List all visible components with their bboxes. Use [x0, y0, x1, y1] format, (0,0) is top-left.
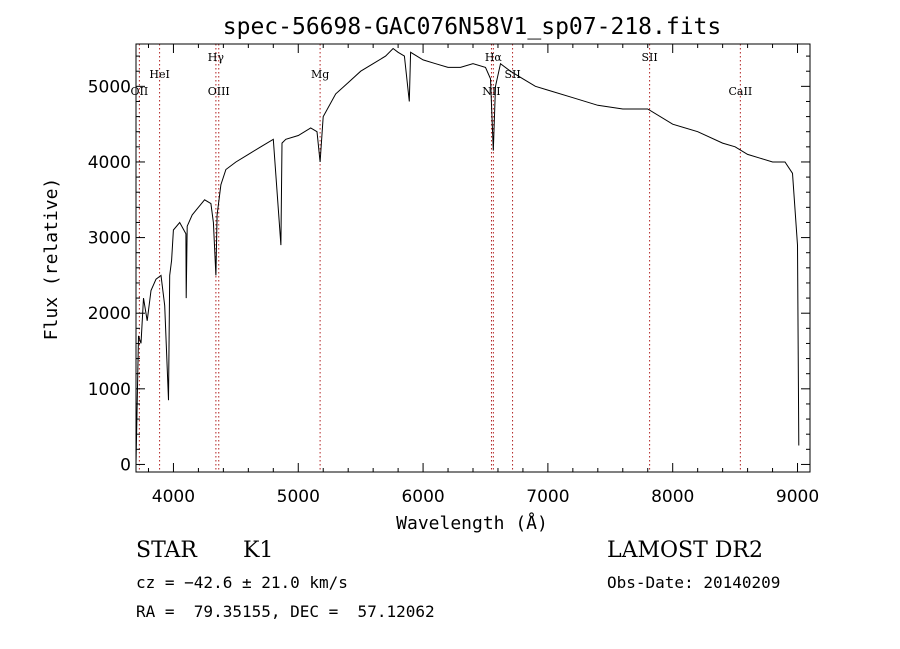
y-tick-label-5: 5000 — [88, 77, 131, 97]
line-label-8: SII — [641, 51, 657, 64]
y-axis-label: Flux (relative) — [41, 178, 62, 341]
spectral-subclass: K1 — [243, 538, 274, 563]
y-tick-label-2: 2000 — [88, 304, 131, 324]
chart-title: spec-56698-GAC076N58V1_sp07-218.fits — [223, 14, 722, 40]
object-type: STAR — [136, 538, 197, 563]
tick-labels: 4000 5000 6000 7000 8000 9000 0 1000 2000 3000 400… — [88, 77, 819, 507]
line-label-6: Hα — [485, 51, 503, 64]
x-tick-label-1: 5000 — [277, 487, 320, 507]
plot-frame — [135, 43, 811, 473]
line-label-4: Mg — [311, 68, 329, 81]
observation-date: Obs-Date: 20140209 — [607, 573, 781, 592]
line-label-1: HeI — [149, 68, 169, 81]
line-label-0: OII — [131, 85, 149, 98]
line-label-7: SII — [504, 68, 520, 81]
y-tick-label-0: 0 — [120, 455, 131, 475]
line-label-3: OIII — [208, 85, 230, 98]
x-axis-label: Wavelength (Å) — [396, 512, 548, 534]
y-tick-label-3: 3000 — [88, 229, 131, 249]
x-tick-label-3: 7000 — [526, 487, 569, 507]
y-tick-label-1: 1000 — [88, 380, 131, 400]
spectrum-line — [135, 47, 800, 465]
survey-name: LAMOST DR2 — [607, 538, 763, 563]
x-tick-label-4: 8000 — [651, 487, 694, 507]
line-label-2: Hγ — [208, 51, 225, 64]
x-tick-label-2: 6000 — [401, 487, 444, 507]
line-label-9: CaII — [729, 85, 753, 98]
y-tick-label-4: 4000 — [88, 153, 131, 173]
x-tick-label-0: 4000 — [152, 487, 195, 507]
x-tick-label-5: 9000 — [776, 487, 819, 507]
coordinates: RA = 79.35155, DEC = 57.12062 — [136, 602, 435, 621]
redshift-velocity: cz = −42.6 ± 21.0 km/s — [136, 573, 348, 592]
axis-ticks — [136, 44, 810, 472]
